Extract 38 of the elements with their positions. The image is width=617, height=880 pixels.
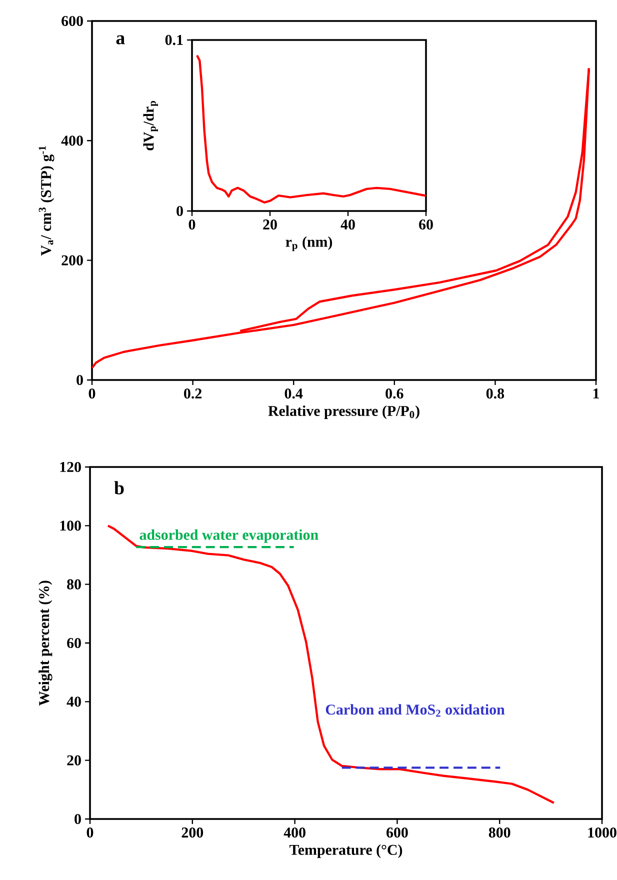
y-axis-title: dV$_{p}$/dr$_{p}$ (143, 101, 158, 150)
x-tick-label: 1 (593, 388, 599, 398)
x-tick-label: 0.4 (284, 388, 303, 399)
x-tick-label: 0 (86, 828, 94, 838)
x-axis-title: r$_{p}$ (nm) (286, 236, 332, 252)
y-tick-label: 200 (62, 255, 83, 266)
x-tick-label: 0.2 (184, 388, 202, 399)
x-tick-label: 800 (488, 828, 510, 838)
text: Carbon and MoS$_{2}$ oxidation (326, 704, 505, 717)
y-tick-label: 0.1 (165, 34, 183, 46)
y-axis-title: Weight percent (%) (38, 580, 52, 706)
x-tick-label: 20 (263, 219, 277, 230)
annotation: b (114, 481, 124, 494)
series-label: adsorbed water evaporation (140, 529, 318, 543)
y-tick-label: 20 (67, 755, 81, 766)
x-axis-title: Temperature (°C) (290, 844, 402, 858)
x-tick-label: 40 (340, 219, 355, 230)
y-tick-label: 40 (66, 696, 81, 707)
x-tick-label: 600 (386, 828, 408, 838)
x-axis-title: Relative pressure (P/P$_{0}$) (268, 405, 420, 420)
y-tick-label: 80 (67, 579, 81, 590)
x-tick-label: 200 (182, 828, 204, 838)
x-tick-label: 0.8 (486, 388, 504, 399)
y-tick-label: 100 (60, 520, 81, 531)
y-axis-title: V$_{a}$/ cm$^{3}$ (STP) g$^{-1}$ (38, 146, 54, 256)
y-tick-label: 0 (76, 374, 83, 386)
x-tick-label: 0.6 (386, 388, 404, 399)
y-tick-label: 0 (74, 814, 81, 824)
y-tick-label: 60 (67, 638, 81, 648)
y-tick-label: 120 (60, 462, 81, 472)
annotation: a (116, 35, 125, 44)
x-tick-label: 60 (419, 219, 433, 230)
y-tick-label: 400 (61, 136, 83, 146)
x-tick-label: 0 (188, 219, 196, 230)
y-tick-label: 600 (62, 16, 83, 26)
x-tick-label: 1000 (588, 828, 616, 838)
x-tick-label: 400 (284, 828, 306, 838)
x-tick-label: 0 (88, 388, 96, 399)
